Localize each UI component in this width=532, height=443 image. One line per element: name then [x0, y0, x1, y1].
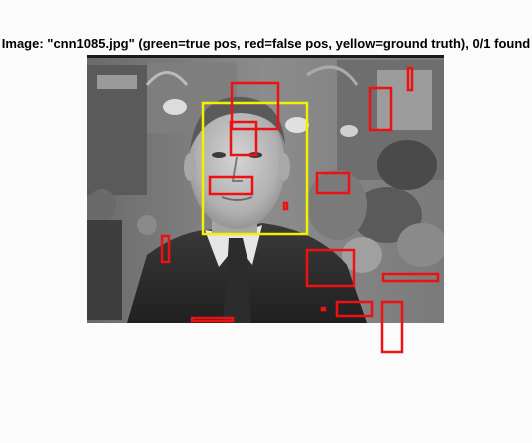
figure-title: Image: "cnn1085.jpg" (green=true pos, re… [0, 36, 532, 54]
grayscale-news-photo [87, 55, 444, 323]
figure-title-text: Image: "cnn1085.jpg" (green=true pos, re… [1, 36, 531, 51]
